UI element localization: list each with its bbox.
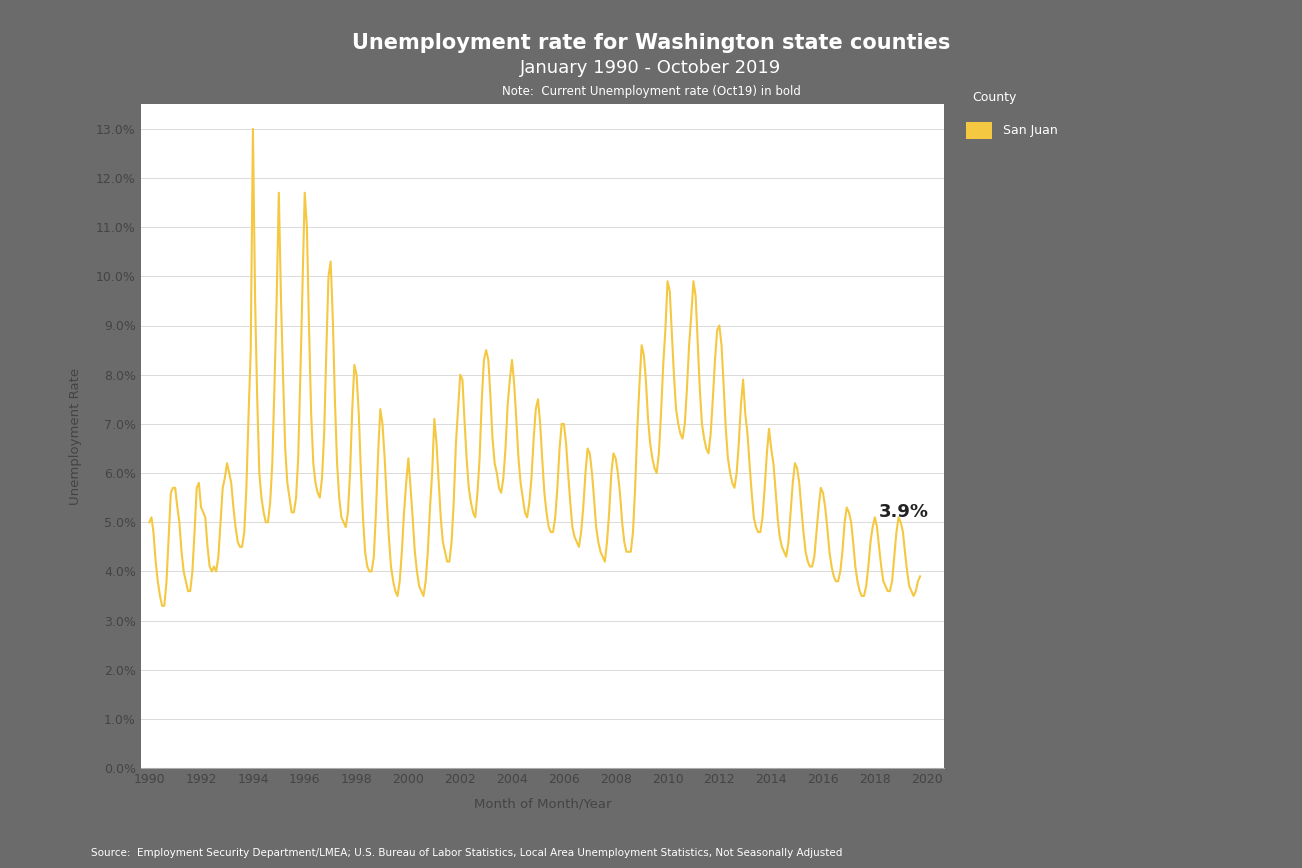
Text: Note:  Current Unemployment rate (Oct19) in bold: Note: Current Unemployment rate (Oct19) … — [501, 85, 801, 98]
Text: Unemployment rate for Washington state counties: Unemployment rate for Washington state c… — [352, 33, 950, 53]
Text: County: County — [973, 91, 1017, 104]
Y-axis label: Unemployment Rate: Unemployment Rate — [69, 368, 82, 504]
Text: Source:  Employment Security Department/LMEA; U.S. Bureau of Labor Statistics, L: Source: Employment Security Department/L… — [91, 847, 842, 858]
Text: January 1990 - October 2019: January 1990 - October 2019 — [521, 59, 781, 77]
Text: 3.9%: 3.9% — [879, 503, 930, 522]
X-axis label: Month of Month/Year: Month of Month/Year — [474, 797, 611, 810]
Text: San Juan: San Juan — [1003, 124, 1057, 136]
